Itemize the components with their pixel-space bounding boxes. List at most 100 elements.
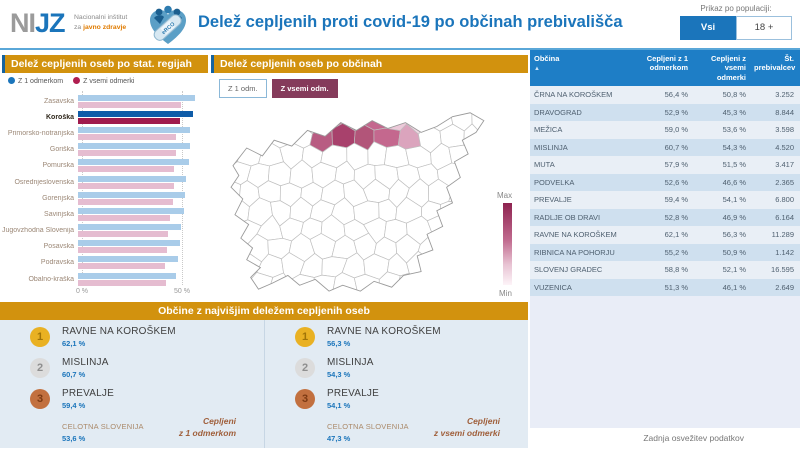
table-row[interactable]: RADLJE OB DRAVI 52,8 % 46,9 % 6.164 — [530, 208, 800, 226]
region-row[interactable]: Jugovzhodna Slovenija — [2, 223, 208, 239]
municipality-cell[interactable] — [440, 101, 461, 116]
municipality-cell[interactable] — [217, 273, 229, 296]
municipality-cell[interactable] — [278, 108, 302, 131]
municipality-cell[interactable] — [479, 123, 492, 154]
municipality-cell[interactable] — [236, 104, 263, 135]
table-row[interactable]: ČRNA NA KOROŠKEM 56,4 % 50,8 % 3.252 — [530, 86, 800, 104]
municipality-cell[interactable] — [458, 273, 484, 297]
municipality-cell[interactable] — [332, 101, 357, 110]
municipality-cell[interactable] — [299, 108, 327, 135]
table-row[interactable]: MUTA 57,9 % 51,5 % 3.417 — [530, 156, 800, 174]
table-row[interactable]: VUZENICA 51,3 % 46,1 % 2.649 — [530, 278, 800, 296]
table-row[interactable]: DRAVOGRAD 52,9 % 45,3 % 8.844 — [530, 103, 800, 121]
municipality-cell[interactable] — [226, 273, 251, 297]
municipality-cell[interactable] — [448, 144, 475, 167]
municipality-cell[interactable] — [480, 272, 492, 297]
municipality-cell[interactable] — [217, 104, 242, 135]
map-button-all-doses[interactable]: Z vsemi odm. — [271, 79, 338, 98]
bar-all-doses[interactable] — [78, 166, 174, 173]
municipality-cell[interactable] — [459, 101, 484, 114]
region-row[interactable]: Koroška — [2, 109, 208, 125]
municipality-cell[interactable] — [462, 197, 486, 225]
municipality-cell[interactable] — [375, 101, 401, 117]
table-row[interactable]: PREVALJE 59,4 % 54,1 % 6.800 — [530, 191, 800, 209]
municipality-cell[interactable] — [246, 101, 271, 114]
municipality-cell[interactable] — [217, 214, 241, 241]
municipality-cell[interactable] — [217, 163, 225, 185]
column-header-municipality[interactable]: Občina ▲ — [530, 50, 640, 86]
bar-one-dose[interactable] — [78, 126, 191, 133]
bar-one-dose[interactable] — [78, 143, 190, 150]
population-button-18plus[interactable]: 18 + — [736, 16, 792, 40]
table-row[interactable]: RAVNE NA KOROŠKEM 62,1 % 56,3 % 11.289 — [530, 226, 800, 244]
municipality-cell[interactable] — [217, 125, 230, 148]
region-row[interactable]: Gorenjska — [2, 190, 208, 206]
table-row[interactable]: PODVELKA 52,6 % 46,6 % 2.365 — [530, 173, 800, 191]
bar-all-doses[interactable] — [78, 182, 175, 189]
bar-all-doses[interactable] — [78, 133, 176, 140]
municipality-cell[interactable] — [397, 101, 420, 112]
table-row[interactable]: SLOVENJ GRADEC 58,8 % 52,1 % 16.595 — [530, 261, 800, 279]
bar-all-doses[interactable] — [78, 247, 167, 254]
population-button-all[interactable]: Vsi — [680, 16, 736, 40]
bar-one-dose[interactable] — [78, 224, 181, 231]
municipality-cell[interactable] — [247, 125, 272, 151]
bar-one-dose[interactable] — [78, 191, 186, 198]
municipality-cell[interactable] — [480, 159, 492, 186]
municipality-cell[interactable] — [226, 126, 251, 150]
municipality-cell[interactable] — [259, 109, 284, 130]
municipality-cell[interactable] — [447, 251, 474, 277]
bar-one-dose[interactable] — [78, 175, 187, 182]
map-button-one-dose[interactable]: Z 1 odm. — [219, 79, 267, 98]
municipality-cell[interactable] — [430, 255, 453, 278]
municipality-cell[interactable] — [469, 255, 492, 277]
region-row[interactable]: Posavska — [2, 239, 208, 255]
region-row[interactable]: Zasavska — [2, 93, 208, 109]
region-row[interactable]: Primorsko-notranjska — [2, 125, 208, 141]
municipality-cell[interactable] — [292, 101, 310, 112]
bar-one-dose[interactable] — [78, 256, 178, 263]
municipality-cell[interactable] — [415, 273, 443, 296]
region-row[interactable]: Obalno-kraška — [2, 271, 208, 287]
bar-one-dose[interactable] — [78, 207, 184, 214]
bar-all-doses[interactable] — [78, 101, 181, 108]
municipality-cell[interactable] — [309, 101, 334, 114]
table-row[interactable]: MEŽICA 59,0 % 53,6 % 3.598 — [530, 121, 800, 139]
sort-ascending-icon[interactable]: ▲ — [534, 66, 540, 73]
region-row[interactable]: Pomurska — [2, 158, 208, 174]
municipality-cell[interactable] — [481, 199, 492, 224]
bar-all-doses[interactable] — [78, 263, 166, 270]
bar-all-doses[interactable] — [78, 279, 166, 286]
bar-one-dose[interactable] — [78, 159, 189, 166]
bar-all-doses[interactable] — [78, 150, 177, 157]
table-row[interactable]: RIBNICA NA POHORJU 55,2 % 50,9 % 1.142 — [530, 243, 800, 261]
municipality-cell[interactable] — [483, 236, 492, 264]
municipality-cell[interactable] — [217, 101, 231, 113]
bar-one-dose[interactable] — [78, 240, 181, 247]
municipality-cell[interactable] — [217, 233, 230, 261]
table-row[interactable]: MISLINJA 60,7 % 54,3 % 4.520 — [530, 138, 800, 156]
municipality-cell[interactable] — [217, 254, 238, 278]
municipality-cell[interactable] — [481, 101, 492, 110]
column-header-all-doses[interactable]: Cepljeni z vsemi odmerki — [710, 54, 746, 82]
column-header-one-dose[interactable]: Cepljeni z 1 odmerkom — [646, 54, 688, 73]
bar-one-dose[interactable] — [78, 94, 196, 101]
municipality-cell[interactable] — [217, 201, 227, 224]
municipality-cell[interactable] — [384, 145, 410, 168]
municipality-cell[interactable] — [447, 216, 475, 244]
municipality-cell[interactable] — [468, 181, 492, 204]
bar-all-doses[interactable] — [78, 198, 174, 205]
region-row[interactable]: Podravska — [2, 255, 208, 271]
municipality-cell[interactable] — [461, 162, 484, 190]
region-row[interactable]: Savinjska — [2, 206, 208, 222]
region-row[interactable]: Osrednjeslovenska — [2, 174, 208, 190]
region-row[interactable]: Goriška — [2, 142, 208, 158]
slovenia-map[interactable] — [217, 101, 492, 297]
bar-all-doses[interactable] — [78, 117, 181, 124]
municipality-cell[interactable] — [415, 101, 443, 115]
municipality-cell[interactable] — [312, 274, 336, 295]
municipality-cell[interactable] — [470, 145, 492, 167]
column-header-population[interactable]: Št. prebivalcev — [754, 54, 796, 73]
municipality-cell[interactable] — [353, 273, 380, 297]
municipality-cell[interactable] — [267, 101, 294, 114]
